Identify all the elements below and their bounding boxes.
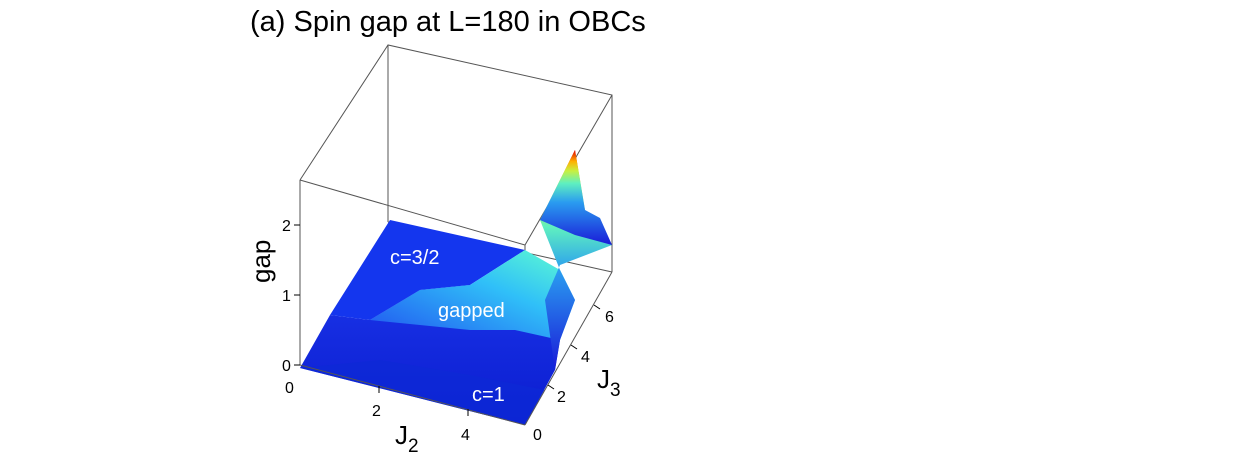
z-tick-1: 1 [282, 288, 291, 305]
surface-peak [540, 150, 612, 245]
annotation-gapped: gapped [438, 300, 505, 322]
y-tick-2: 2 [557, 389, 566, 406]
z-tick-0: 0 [282, 358, 291, 375]
surface [300, 150, 612, 425]
annotation-c1: c=1 [472, 384, 505, 406]
annotations: c=3/2 gapped c=1 [390, 247, 505, 406]
annotation-c32: c=3/2 [390, 247, 439, 269]
y-axis-label-sub: 3 [610, 380, 621, 401]
x-axis-label-sub: 2 [408, 436, 419, 453]
x-tick-2: 2 [372, 403, 381, 420]
y-axis-label: J3 [597, 364, 621, 401]
z-axis: 0 1 2 gap [246, 218, 300, 375]
y-tick-4: 4 [581, 349, 590, 366]
z-axis-label: gap [246, 240, 276, 283]
z-tick-2: 2 [282, 218, 291, 235]
x-tick-4: 4 [461, 427, 470, 444]
surface-front-shade [300, 360, 545, 425]
bounding-box-front [299, 271, 613, 426]
y-tick-0: 0 [533, 427, 542, 444]
surface-c32-region [330, 220, 525, 320]
chart-title: (a) Spin gap at L=180 in OBCs [250, 6, 646, 38]
x-axis-label: J2 [395, 420, 419, 453]
y-tick-6: 6 [605, 309, 614, 326]
surface-gapped-ramp [370, 250, 575, 340]
x-tick-0: 0 [285, 380, 294, 397]
